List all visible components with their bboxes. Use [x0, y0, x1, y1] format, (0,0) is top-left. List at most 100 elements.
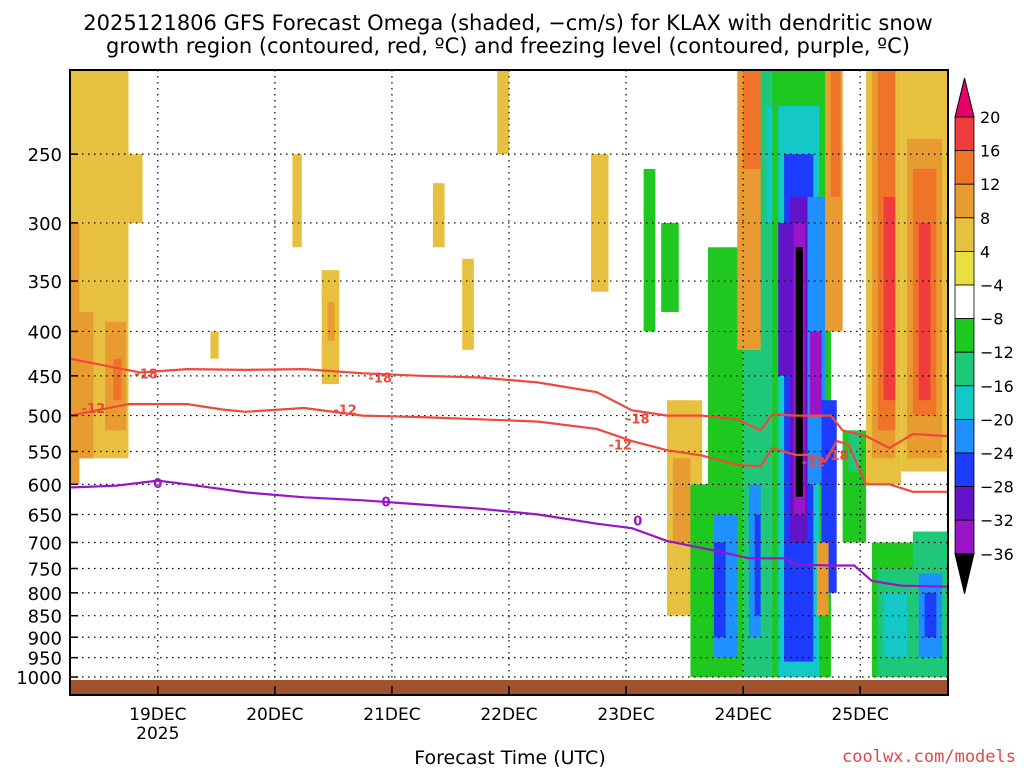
colorbar-label-12: −32 — [980, 511, 1014, 530]
omega-cell-7 — [75, 592, 80, 621]
y-tick-label-700: 700 — [28, 533, 62, 554]
omega-cell-51 — [848, 430, 861, 472]
contour-label-5: -12 — [608, 439, 632, 454]
contour-label-8: 0 — [153, 477, 162, 492]
colorbar-label-13: −36 — [980, 545, 1014, 564]
pressure-gridlines — [70, 70, 948, 695]
omega-cell-17 — [590, 154, 609, 292]
omega-cell-61 — [883, 196, 896, 401]
x-axis-label: Forecast Time (UTC) — [414, 747, 605, 768]
colorbar-label-6: −8 — [980, 310, 1004, 329]
contour-label-0: -18 — [134, 367, 158, 382]
x-tick-label-4: 23DEC — [597, 705, 654, 725]
contour-label-7: -18 — [825, 449, 849, 464]
x-tick-label-0: 19DEC — [129, 705, 186, 725]
colorbar-band-7 — [954, 351, 975, 387]
y-tick-label-600: 600 — [28, 475, 62, 496]
y-tick-label-800: 800 — [28, 584, 62, 605]
title-line-1: 2025121806 GFS Forecast Omega (shaded, −… — [83, 11, 932, 35]
y-tick-label-900: 900 — [28, 628, 62, 649]
omega-cell-48 — [816, 542, 829, 616]
colorbar-bottom-arrow — [954, 553, 975, 594]
omega-cell-33 — [754, 514, 761, 616]
omega-cell-42 — [778, 222, 790, 376]
omega-cell-15 — [462, 258, 474, 350]
colorbar-band-0 — [954, 116, 975, 151]
y-tick-label-400: 400 — [28, 322, 62, 343]
contour-label-4: -12 — [333, 403, 357, 418]
contour-label-3: -12 — [82, 402, 106, 417]
colorbar-band-1 — [954, 150, 975, 185]
contour-label-2: -18 — [626, 413, 650, 428]
omega-cell-41 — [795, 247, 803, 497]
omega-cell-54 — [883, 592, 908, 658]
omega-cell-14 — [432, 183, 445, 248]
y-tick-label-550: 550 — [28, 443, 62, 464]
colorbar-band-11 — [954, 486, 975, 521]
contour-layer — [70, 357, 948, 588]
colorbar-label-5: −4 — [980, 276, 1004, 295]
omega-cell-23 — [672, 458, 691, 543]
contour-label-10: 0 — [633, 514, 642, 529]
omega-cell-20 — [643, 168, 656, 332]
colorbar-label-11: −28 — [980, 478, 1014, 497]
omega-cell-2 — [75, 312, 94, 459]
omega-cell-9 — [204, 196, 211, 248]
chart-title: 2025121806 GFS Forecast Omega (shaded, −… — [83, 11, 932, 58]
contour-label-1: -18 — [368, 372, 392, 387]
y-tick-label-300: 300 — [28, 214, 62, 235]
omega-cell-1 — [70, 222, 80, 485]
x-tick-sublabel-0: 2025 — [136, 724, 179, 744]
colorbar-label-1: 16 — [980, 142, 1000, 161]
omega-cell-8 — [70, 496, 74, 584]
colorbar-label-9: −20 — [980, 410, 1014, 429]
colorbar-label-7: −12 — [980, 343, 1014, 362]
colorbar: 20 16 12 8 4 −4 −8 −12 −16 −20 −24 −28 −32 −36 — [954, 77, 1014, 594]
omega-cell-57 — [924, 592, 937, 638]
colorbar-band-5 — [954, 284, 975, 319]
y-tick-label-1000: 1000 — [16, 668, 62, 689]
omega-cell-5 — [128, 154, 143, 223]
colorbar-band-9 — [954, 418, 975, 454]
y-tick-label-250: 250 — [28, 145, 62, 166]
omega-cell-16 — [497, 70, 509, 155]
omega-cell-13 — [327, 302, 335, 341]
y-tick-label-750: 750 — [28, 560, 62, 581]
colorbar-band-12 — [954, 519, 975, 555]
colorbar-label-3: 8 — [980, 209, 990, 228]
contour-line-1 — [70, 403, 948, 493]
y-tick-label-450: 450 — [28, 367, 62, 388]
contour-label-6: -12 — [802, 456, 826, 471]
x-tick-label-1: 20DEC — [246, 705, 303, 725]
x-tick-label-3: 22DEC — [480, 705, 537, 725]
title-line-2: growth region (contoured, red, ºC) and f… — [106, 34, 910, 58]
colorbar-band-10 — [954, 452, 975, 487]
colorbar-label-10: −24 — [980, 444, 1014, 463]
contour-line-2 — [70, 357, 948, 450]
colorbar-band-2 — [954, 183, 975, 219]
y-tick-label-950: 950 — [28, 649, 62, 670]
omega-cell-4 — [113, 358, 122, 401]
colorbar-band-3 — [954, 217, 975, 252]
omega-cell-10 — [210, 331, 219, 359]
y-tick-label-350: 350 — [28, 272, 62, 293]
colorbar-label-2: 12 — [980, 175, 1000, 194]
colorbar-top-arrow — [954, 77, 975, 118]
y-axis: 2503003504004505005506006507007508008509… — [16, 145, 78, 689]
x-tick-label-5: 24DEC — [714, 705, 771, 725]
y-tick-label-850: 850 — [28, 607, 62, 628]
omega-cell-21 — [661, 222, 679, 313]
omega-cell-47 — [830, 70, 841, 197]
omega-cell-30 — [743, 70, 761, 169]
omega-cell-65 — [918, 222, 931, 401]
omega-cell-11 — [292, 154, 302, 248]
contour-line-0 — [70, 479, 948, 588]
colorbar-label-0: 20 — [980, 108, 1000, 127]
contour-label-9: 0 — [382, 496, 391, 511]
colorbar-label-4: 4 — [980, 242, 990, 261]
omega-cell-18 — [608, 312, 618, 385]
x-tick-label-2: 21DEC — [363, 705, 420, 725]
omega-cell-44 — [809, 331, 822, 416]
